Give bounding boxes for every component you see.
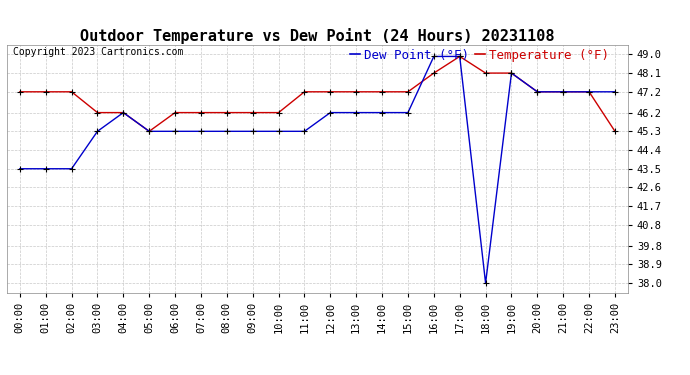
Text: Copyright 2023 Cartronics.com: Copyright 2023 Cartronics.com: [13, 48, 184, 57]
Title: Outdoor Temperature vs Dew Point (24 Hours) 20231108: Outdoor Temperature vs Dew Point (24 Hou…: [80, 28, 555, 44]
Legend: Dew Point (°F), Temperature (°F): Dew Point (°F), Temperature (°F): [351, 49, 609, 62]
